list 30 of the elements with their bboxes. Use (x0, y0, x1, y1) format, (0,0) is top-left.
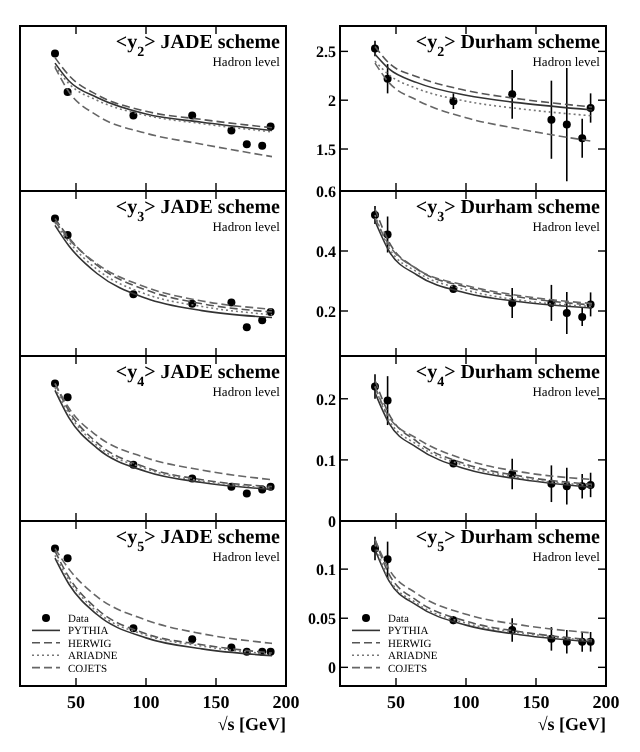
y-tick-label: 2.5 (316, 43, 336, 62)
x-tick-label: 50 (387, 692, 406, 712)
chart-title: <y$_{4}$> Durham scheme (415, 362, 602, 390)
chart-title: <y$_{5}$> JADE scheme (115, 527, 282, 555)
text: <y$_{2}$> Durham scheme (415, 32, 602, 60)
chart-title: <y$_{3}$> Durham scheme (415, 197, 602, 225)
x-axis-title: √s [GeV] (217, 714, 286, 734)
x-tick-label: 50 (67, 692, 86, 712)
y-tick-label: 0.05 (308, 610, 336, 629)
y-tick-label: 1.5 (316, 141, 336, 160)
y-tick-label: 0.4 (316, 243, 336, 261)
x-axis-title: √s [GeV] (537, 714, 606, 734)
x-tick-label: 150 (202, 692, 231, 712)
x-tick-label: 200 (272, 692, 301, 712)
y-tick-label: 2 (328, 92, 336, 111)
y-tick-label: 0.6 (316, 183, 336, 201)
x-tick-label: 200 (592, 692, 621, 712)
x-tick-label: 100 (452, 692, 481, 712)
y-tick-label: 0.2 (316, 303, 336, 321)
chart-title: <y$_{3}$> JADE scheme (115, 197, 282, 225)
y-tick-label: 0 (328, 659, 336, 678)
x-tick-label: 150 (522, 692, 551, 712)
chart-title: <y$_{2}$> JADE scheme (115, 32, 282, 60)
y-tick-label: 0 (328, 513, 336, 531)
y-tick-label: 0.1 (316, 451, 336, 470)
y-tick-label: 0.2 (316, 390, 336, 409)
y-tick-label: 0.1 (316, 561, 336, 580)
chart-title: <y$_{4}$> JADE scheme (115, 362, 282, 390)
text: <y$_{5}$> Durham scheme (415, 527, 602, 555)
x-tick-label: 100 (132, 692, 161, 712)
